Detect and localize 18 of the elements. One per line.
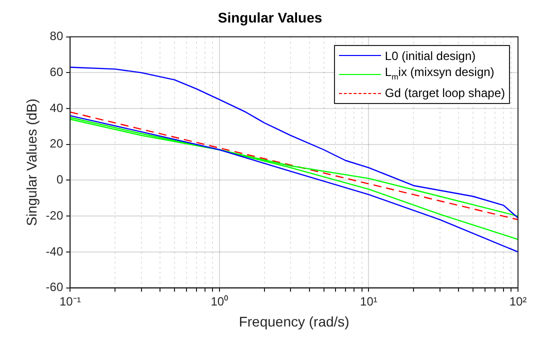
x-tick-label: 10¹: [360, 294, 378, 308]
y-axis-title: Singular Values (dB): [23, 98, 40, 226]
x-tick-label: 10²: [509, 294, 527, 308]
legend-label: L0 (initial design): [384, 48, 476, 64]
chart-title: Singular Values: [218, 9, 322, 26]
x-axis-title: Frequency (rad/s): [238, 313, 350, 330]
legend-label: L$_{m}$ix (mixsyn design): [384, 64, 494, 84]
y-tick-label: 0: [56, 172, 64, 187]
y-tick-label: -60: [46, 280, 64, 294]
y-tick-label: -40: [46, 244, 64, 258]
y-tick-label: 80: [50, 29, 64, 44]
y-tick-label: -20: [46, 208, 64, 222]
y-tick-label: 20: [50, 136, 64, 151]
x-tick-label: 10⁻¹: [59, 294, 81, 308]
y-tick-label: 40: [50, 100, 64, 115]
legend-label: Gd (target loop shape): [384, 85, 505, 102]
y-tick-label: 60: [50, 64, 64, 79]
x-tick-label: 10⁰: [210, 294, 228, 308]
